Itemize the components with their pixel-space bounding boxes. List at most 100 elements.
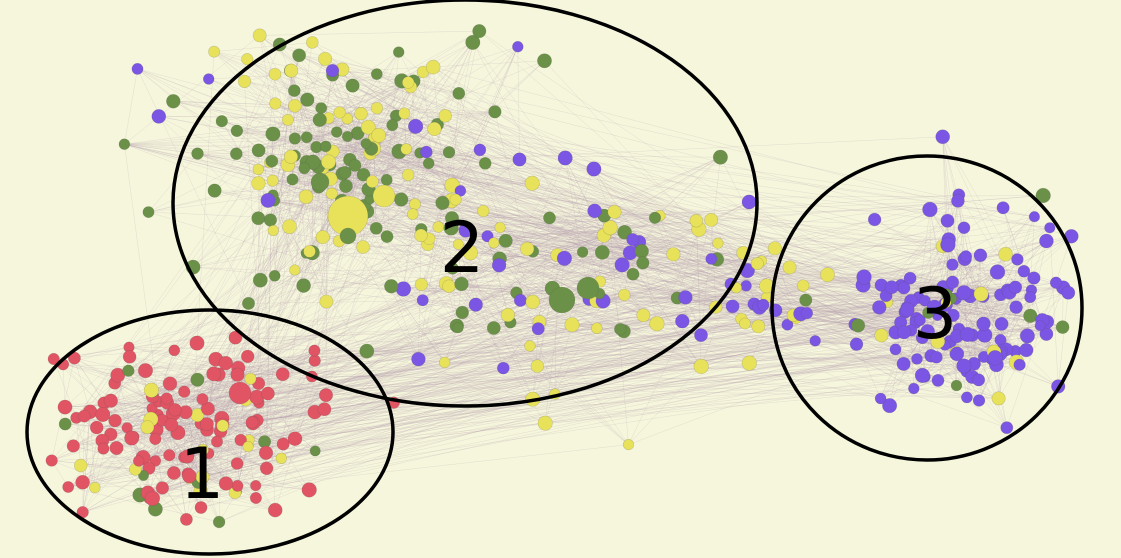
graph-node	[427, 121, 442, 136]
graph-node	[281, 114, 294, 126]
graph-node	[751, 319, 766, 334]
graph-node	[66, 439, 80, 453]
graph-node	[414, 277, 428, 291]
graph-node	[317, 402, 332, 417]
graph-node	[1009, 300, 1023, 314]
graph-node	[218, 476, 234, 491]
graph-node	[931, 373, 945, 387]
graph-node	[614, 257, 630, 273]
graph-node	[122, 364, 135, 377]
graph-node	[1023, 308, 1038, 323]
graph-node	[160, 392, 173, 405]
graph-node	[263, 213, 278, 227]
graph-node	[360, 119, 376, 135]
graph-node	[258, 445, 274, 460]
graph-node	[959, 326, 975, 342]
graph-node	[231, 479, 244, 492]
graph-node	[1034, 320, 1046, 332]
graph-node	[525, 294, 540, 310]
graph-node	[196, 443, 209, 456]
graph-node	[899, 302, 915, 317]
graph-node	[203, 73, 215, 85]
graph-node	[452, 238, 464, 250]
graph-node	[266, 174, 279, 187]
graph-node	[494, 221, 506, 234]
graph-node	[305, 154, 321, 170]
graph-node	[622, 439, 635, 451]
graph-node	[298, 189, 314, 205]
graph-node	[283, 149, 299, 164]
graph-node	[371, 127, 387, 143]
graph-node	[1024, 291, 1037, 304]
graph-node	[587, 203, 602, 219]
graph-node	[395, 281, 412, 297]
graph-node	[557, 150, 573, 166]
graph-node	[191, 147, 204, 160]
graph-node	[400, 143, 413, 155]
graph-node	[524, 340, 536, 352]
graph-node	[741, 355, 757, 371]
graph-node	[422, 157, 435, 170]
graph-node	[372, 184, 396, 208]
graph-node	[103, 393, 118, 408]
graph-node	[435, 195, 450, 210]
graph-node	[1019, 343, 1034, 358]
graph-node	[194, 501, 208, 514]
graph-node	[946, 258, 959, 271]
graph-node	[1035, 187, 1051, 204]
graph-node	[594, 244, 610, 260]
graph-node	[190, 372, 205, 387]
graph-node	[874, 328, 889, 343]
graph-node	[252, 163, 264, 176]
graph-node	[251, 143, 266, 158]
graph-node	[1027, 271, 1041, 285]
graph-node	[1044, 222, 1056, 234]
graph-node	[241, 349, 255, 364]
graph-node	[989, 264, 1006, 280]
graph-node	[341, 112, 354, 125]
graph-node	[206, 366, 222, 382]
graph-node	[402, 168, 415, 182]
graph-node	[325, 187, 338, 200]
graph-node	[292, 48, 306, 63]
graph-node	[315, 230, 330, 245]
graph-node	[303, 245, 316, 258]
graph-node	[200, 401, 215, 416]
graph-node	[166, 466, 181, 480]
graph-node	[800, 307, 814, 320]
graph-node	[419, 145, 433, 159]
graph-node	[360, 138, 372, 150]
graph-node	[488, 237, 500, 249]
graph-node	[537, 415, 553, 431]
graph-node	[488, 105, 502, 119]
graph-node	[1028, 211, 1040, 223]
graph-node	[462, 245, 479, 261]
graph-node	[1013, 358, 1026, 371]
graph-node	[957, 221, 971, 234]
graph-node	[648, 211, 662, 224]
graph-node	[851, 318, 866, 333]
graph-node	[189, 335, 205, 351]
cluster-3-label: 3	[913, 273, 958, 355]
graph-node	[712, 149, 728, 165]
graph-node	[354, 106, 368, 121]
graph-node	[614, 323, 627, 336]
graph-node	[438, 109, 452, 123]
graph-node	[972, 373, 986, 387]
graph-node	[359, 343, 375, 359]
graph-node	[903, 271, 917, 285]
graph-node	[472, 24, 487, 39]
graph-node	[348, 158, 362, 172]
graph-node	[439, 356, 451, 369]
graph-node	[287, 431, 303, 447]
graph-node	[287, 84, 301, 97]
graph-node	[820, 267, 835, 283]
graph-node	[530, 359, 544, 373]
graph-node	[915, 331, 929, 345]
graph-node	[138, 363, 154, 379]
graph-node	[151, 109, 167, 124]
graph-node	[265, 154, 279, 168]
graph-node	[341, 130, 354, 143]
graph-node	[241, 53, 254, 66]
